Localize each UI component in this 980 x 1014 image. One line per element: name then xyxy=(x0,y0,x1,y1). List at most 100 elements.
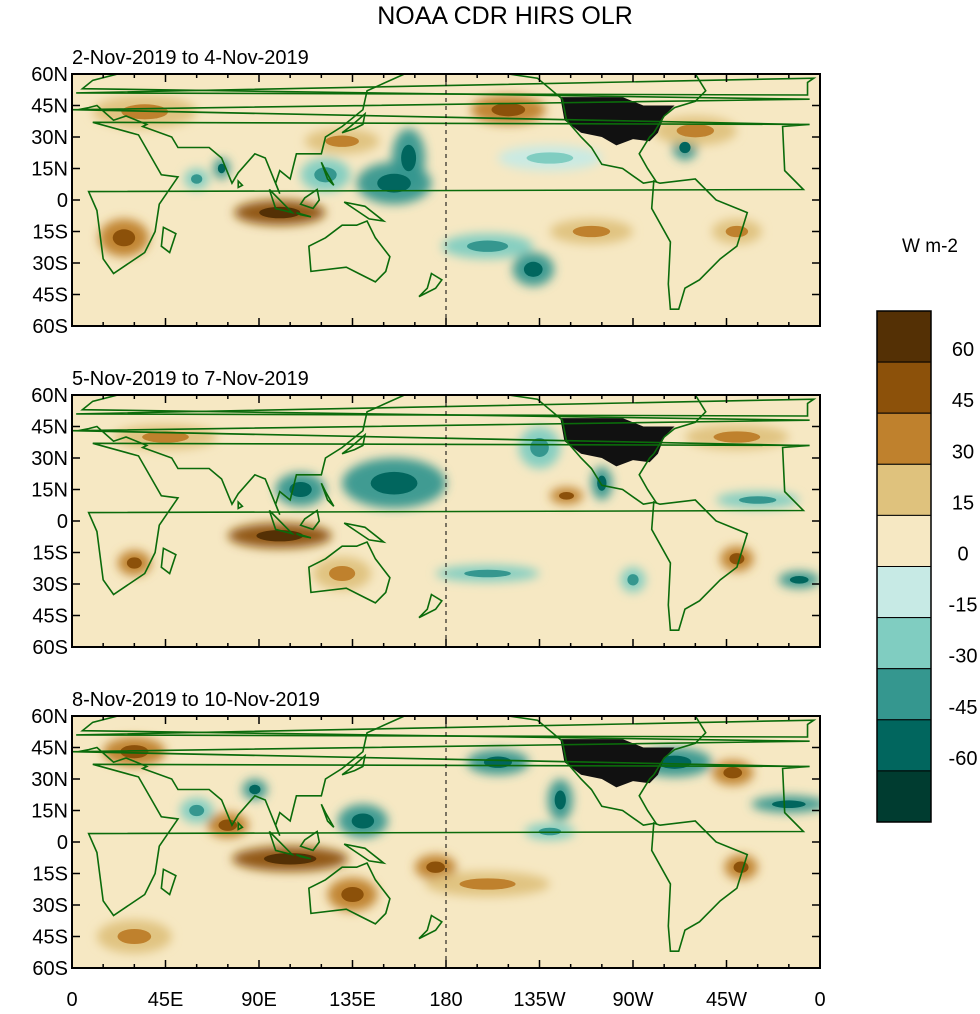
anomaly-core xyxy=(559,492,574,500)
y-tick-label: 45S xyxy=(32,927,68,949)
anomaly-core xyxy=(597,475,607,491)
coastline xyxy=(299,188,321,210)
coastline xyxy=(320,161,335,186)
y-tick-label: 30N xyxy=(31,769,68,791)
coastline xyxy=(76,719,817,738)
y-tick-label: 45N xyxy=(31,738,68,760)
anomaly-core xyxy=(530,438,549,457)
x-tick-label: 0 xyxy=(814,989,825,1011)
coastline xyxy=(160,868,177,896)
y-tick-label: 0 xyxy=(57,511,68,533)
coastline xyxy=(320,803,335,828)
coastline xyxy=(320,482,335,507)
colorbar-swatch xyxy=(876,514,932,568)
anomaly-core xyxy=(729,553,745,565)
y-tick-label: 30S xyxy=(32,253,68,275)
y-tick-label: 45N xyxy=(31,417,68,439)
coastline xyxy=(650,178,749,311)
coastline xyxy=(87,442,810,596)
y-tick-label: 15N xyxy=(31,801,68,823)
colorbar-swatch xyxy=(876,463,932,516)
coastline xyxy=(72,716,810,837)
y-tick-label: 30N xyxy=(31,448,68,470)
coastline xyxy=(299,509,321,531)
y-tick-label: 60S xyxy=(32,637,68,659)
coastlines xyxy=(72,74,817,311)
colorbar-swatch xyxy=(876,566,932,619)
y-tick-label: 45S xyxy=(32,606,68,628)
colorbar-tick-label: -15 xyxy=(949,595,978,617)
anomaly-core xyxy=(523,261,543,277)
y-tick-label: 30S xyxy=(32,574,68,596)
coastline xyxy=(268,830,295,857)
coastline xyxy=(299,830,321,852)
panel-subtitle: 8-Nov-2019 to 10-Nov-2019 xyxy=(72,689,320,711)
colorbar-tick-label: 45 xyxy=(952,390,974,412)
colorbar-tick-label: -60 xyxy=(949,748,978,770)
coastline xyxy=(486,716,707,827)
anomaly-core xyxy=(189,804,205,817)
anomaly-core xyxy=(126,557,142,569)
y-tick-label: 60N xyxy=(31,385,68,407)
colorbar-frame xyxy=(876,310,932,823)
x-tick-label: 45E xyxy=(148,989,184,1011)
coastline xyxy=(268,188,295,215)
anomaly-core xyxy=(627,574,639,586)
coastlines xyxy=(72,395,817,632)
colorbar-swatch xyxy=(876,361,932,414)
anomaly-core xyxy=(289,481,312,498)
anomaly-core xyxy=(112,229,136,247)
anomaly-core xyxy=(466,240,509,252)
coastline xyxy=(486,74,707,185)
y-tick-label: 15S xyxy=(32,864,68,886)
olr-field xyxy=(72,716,820,968)
anomaly-core xyxy=(733,861,749,873)
colorbar-swatch xyxy=(876,770,932,823)
coastline xyxy=(486,395,707,506)
y-tick-label: 0 xyxy=(57,190,68,212)
coastline xyxy=(418,914,444,940)
anomaly-core xyxy=(676,124,715,138)
coastline xyxy=(160,547,177,575)
coastline xyxy=(341,753,367,776)
y-tick-label: 45S xyxy=(32,285,68,307)
coastline xyxy=(296,532,312,539)
anomaly-core xyxy=(572,225,611,238)
colorbar-tick-label: 30 xyxy=(952,441,974,463)
anomaly-core xyxy=(789,576,809,584)
anomaly-core xyxy=(526,152,574,164)
x-tick-label: 180 xyxy=(429,989,462,1011)
anomaly-core xyxy=(341,886,364,903)
coastline xyxy=(296,853,312,860)
anomaly-core xyxy=(218,819,238,831)
colorbar-swatch xyxy=(876,719,932,772)
anomaly-core xyxy=(679,141,691,154)
anomaly-core xyxy=(217,163,226,174)
coastline xyxy=(268,509,295,536)
x-tick-label: 45W xyxy=(706,989,747,1011)
colorbar-swatch xyxy=(876,617,932,670)
anomaly-core xyxy=(329,565,356,582)
coastline xyxy=(308,540,391,604)
coastline xyxy=(237,500,244,510)
coastline xyxy=(650,499,749,632)
y-tick-label: 30S xyxy=(32,895,68,917)
coastline xyxy=(343,522,387,544)
anomaly-core xyxy=(772,800,806,808)
coastline xyxy=(87,121,810,275)
colorbar-tick-label: -45 xyxy=(949,697,978,719)
anomaly-core xyxy=(142,431,189,443)
y-tick-label: 45N xyxy=(31,96,68,118)
chart-title: NOAA CDR HIRS OLR xyxy=(377,2,633,30)
coastline xyxy=(72,395,810,516)
coastline xyxy=(308,861,391,925)
panel-subtitle: 5-Nov-2019 to 7-Nov-2019 xyxy=(72,368,309,390)
coastline xyxy=(76,398,817,417)
anomaly-core xyxy=(725,225,749,238)
anomaly-core xyxy=(377,173,411,193)
y-tick-label: 60S xyxy=(32,958,68,980)
